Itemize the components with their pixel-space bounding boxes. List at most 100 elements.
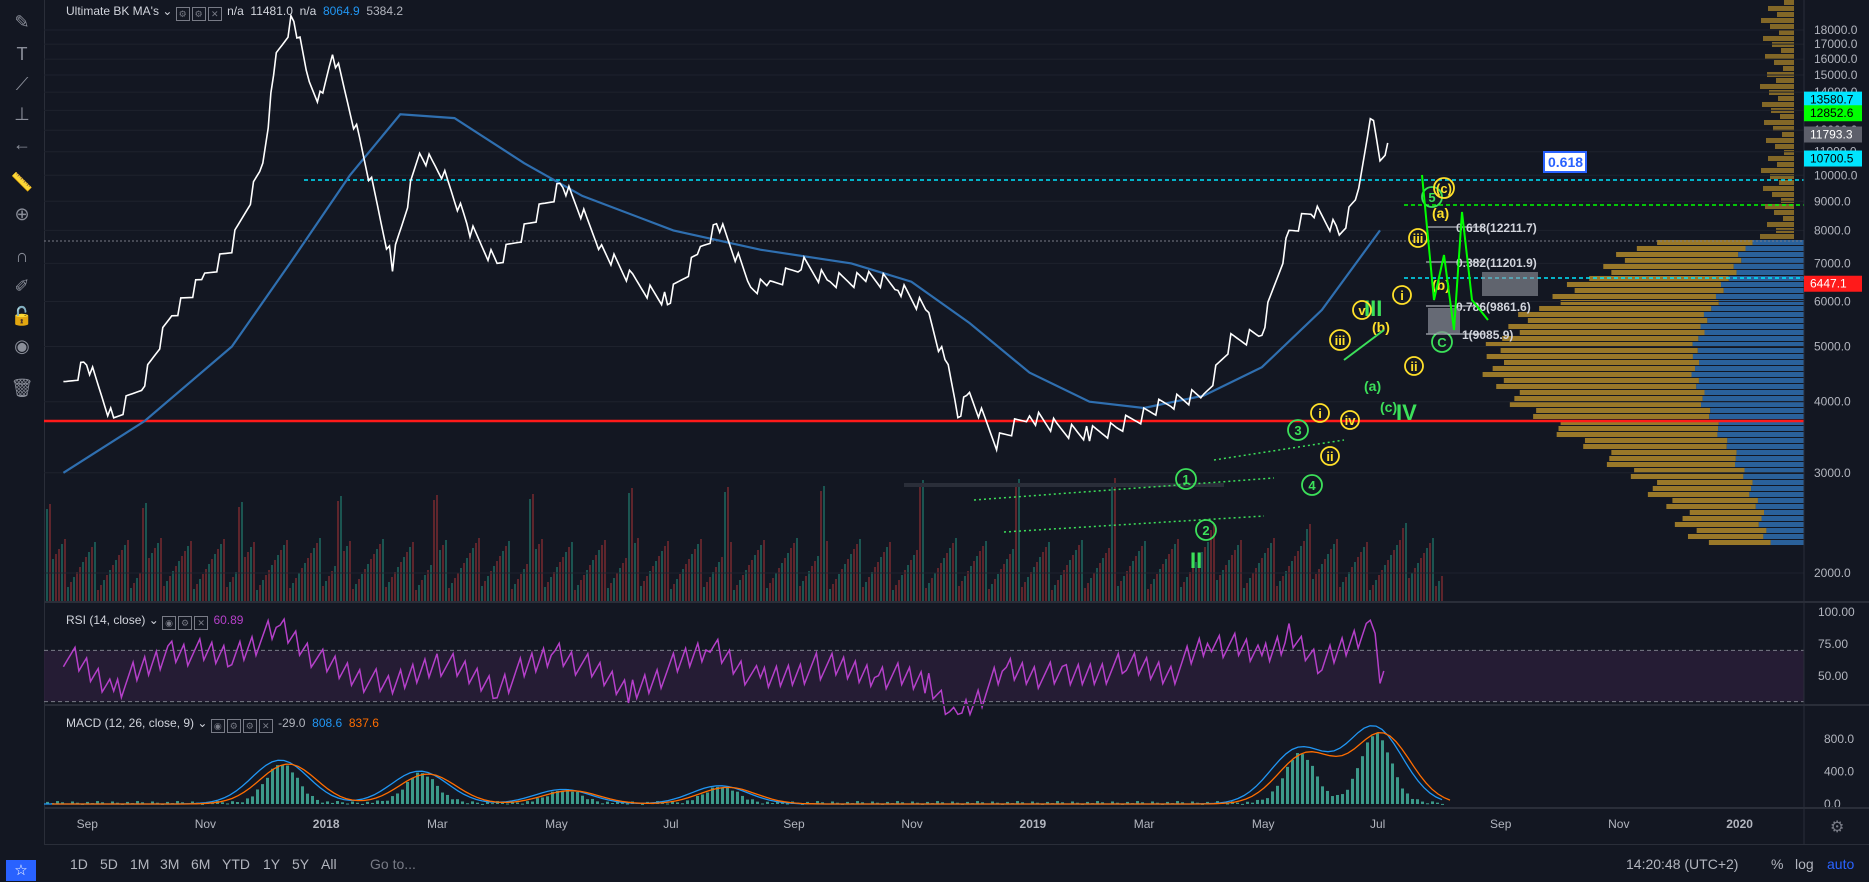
timeframe-1m[interactable]: 1M	[130, 856, 150, 872]
macd-histogram-bar	[981, 802, 984, 804]
magnet-icon[interactable]: ∩	[15, 245, 29, 266]
macd-histogram-bar	[1406, 793, 1409, 804]
wave-c-label: (c)	[1380, 399, 1397, 415]
ruler-icon[interactable]: 📏	[10, 171, 34, 192]
volume-profile-bar-down	[1709, 414, 1804, 419]
volume-bar	[1057, 580, 1059, 602]
pattern-tool-icon[interactable]: ⟋	[15, 73, 29, 94]
legend-value-2: 11481.0	[250, 4, 293, 18]
volume-bar	[847, 559, 849, 602]
macd-histogram-bar	[561, 791, 564, 804]
macd-histogram-bar	[516, 802, 519, 804]
price-tick-label: 5000.0	[1814, 340, 1851, 354]
main-legend[interactable]: Ultimate BK MA's ⌄ ⚙ ⚙ ✕ n/a 11481.0 n/a 8…	[66, 4, 403, 21]
goto-button[interactable]: Go to...	[370, 856, 416, 872]
volume-bar	[361, 574, 363, 602]
settings-icon: ⚙	[1830, 819, 1844, 836]
favorite-star-icon[interactable]: ☆	[6, 860, 36, 881]
volume-bar	[1102, 558, 1104, 602]
macd-histogram-bar	[416, 772, 419, 804]
volume-bar	[1435, 586, 1437, 602]
timeframe-5d[interactable]: 5D	[100, 856, 118, 872]
volume-bar	[514, 584, 516, 602]
percent-toggle[interactable]: %	[1771, 856, 1784, 872]
macd-hist-value: -29.0	[278, 716, 306, 730]
volume-bar	[1324, 559, 1326, 602]
volume-bar	[1297, 551, 1299, 602]
lock-drawing-icon[interactable]: ✐	[14, 275, 30, 296]
volume-profile-bar-up	[1636, 246, 1746, 251]
settings-icon[interactable]: ⚙	[178, 616, 193, 630]
macd-histogram-bar	[441, 792, 444, 804]
volume-bar	[238, 507, 240, 602]
settings-icon-2[interactable]: ⚙	[191, 7, 206, 21]
auto-toggle[interactable]: auto	[1827, 856, 1855, 872]
timeframe-3m[interactable]: 3M	[160, 856, 180, 872]
timeframe-1y[interactable]: 1Y	[263, 856, 281, 872]
chevron-down-icon[interactable]: ⌄	[197, 716, 211, 730]
volume-bar	[580, 580, 582, 602]
settings-icon[interactable]: ⚙	[226, 719, 241, 733]
timeframe-6m[interactable]: 6M	[191, 856, 211, 872]
macd-histogram-bar	[276, 765, 279, 804]
wave-c-yellow: (c)	[1436, 181, 1452, 196]
chevron-down-icon[interactable]: ⌄	[148, 613, 163, 627]
volume-profile-bar-down	[1763, 534, 1804, 539]
volume-bar	[1225, 565, 1227, 602]
eye-icon[interactable]: ◉	[162, 616, 177, 630]
chart-canvas[interactable]: 12345CIIIIIIV(a)(b)(c)iiiiiiivviiiiii(c)…	[44, 0, 1869, 844]
indicator-title[interactable]: Ultimate BK MA's	[66, 4, 159, 18]
volume-profile-bar-down	[1745, 246, 1804, 251]
measure-line-icon[interactable]: ⊥	[14, 103, 30, 124]
chevron-down-icon[interactable]: ⌄	[162, 4, 176, 18]
volume-profile-bar-up	[1518, 312, 1704, 317]
text-tool-icon[interactable]: T	[16, 43, 28, 64]
time-tick-label: 2020	[1726, 817, 1753, 831]
macd-histogram-bar	[546, 796, 549, 804]
volume-bar	[169, 576, 171, 602]
volume-profile-bar-up	[1514, 396, 1703, 401]
volume-profile-bar-down	[1751, 486, 1804, 491]
volume-bar	[1402, 528, 1404, 602]
volume-bar	[1279, 581, 1281, 602]
timeframe-all[interactable]: All	[321, 856, 337, 872]
macd-histogram-bar	[351, 801, 354, 804]
volume-bar	[385, 587, 387, 602]
wave-ii-label: II	[1190, 548, 1202, 573]
time-tick-label: Jul	[1370, 817, 1385, 831]
zoom-icon[interactable]: ⊕	[14, 203, 30, 224]
close-icon[interactable]: ✕	[194, 616, 209, 630]
rsi-label[interactable]: RSI (14, close)	[66, 613, 146, 627]
eye-icon[interactable]: ◉	[210, 719, 225, 733]
volume-bar	[598, 550, 600, 602]
close-icon[interactable]: ✕	[258, 719, 273, 733]
trash-icon[interactable]: 🗑	[10, 377, 34, 398]
volume-bar	[85, 557, 87, 602]
settings-icon-2[interactable]: ⚙	[242, 719, 257, 733]
settings-icon[interactable]: ⚙	[175, 7, 190, 21]
back-arrow-icon[interactable]: ←	[13, 133, 31, 154]
volume-bar	[1240, 540, 1242, 602]
log-toggle[interactable]: log	[1795, 856, 1814, 872]
macd-legend[interactable]: MACD (12, 26, close, 9) ⌄ ◉ ⚙ ⚙ ✕ -29.0 808…	[66, 716, 379, 733]
close-icon[interactable]: ✕	[207, 7, 222, 21]
fibonacci-tool[interactable]: 0.618 0.618(12211.7) 0.382(11201.9) 0.786(9…	[1343, 151, 1587, 361]
volume-bar	[304, 563, 306, 602]
volume-bar	[1393, 550, 1395, 602]
volume-bar	[112, 565, 114, 602]
rsi-legend[interactable]: RSI (14, close) ⌄ ◉ ⚙ ✕ 60.89	[66, 613, 243, 630]
timeframe-5y[interactable]: 5Y	[292, 856, 310, 872]
elliott-wave-labels: 12345CIIIIIIV(a)(b)(c)iiiiiiivviiiiii(c)…	[1175, 177, 1455, 573]
volume-bar	[301, 568, 303, 602]
clock[interactable]: 14:20:48 (UTC+2)	[1626, 856, 1739, 872]
timeframe-ytd[interactable]: YTD	[222, 856, 250, 872]
volume-bar	[1132, 561, 1134, 602]
macd-label[interactable]: MACD (12, 26, close, 9)	[66, 716, 195, 730]
volume-bar	[652, 566, 654, 602]
lock-icon[interactable]: 🔓	[10, 305, 34, 326]
eye-icon[interactable]: ◉	[14, 335, 30, 356]
macd-histogram-bar	[776, 801, 779, 804]
timeframe-1d[interactable]: 1D	[70, 856, 88, 872]
brush-icon[interactable]: ✎	[14, 11, 30, 32]
volume-bar	[469, 553, 471, 602]
